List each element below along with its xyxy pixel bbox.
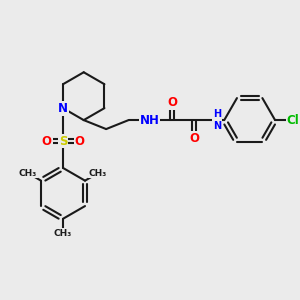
Text: CH₃: CH₃	[89, 169, 107, 178]
Text: N: N	[58, 102, 68, 115]
Text: O: O	[189, 131, 199, 145]
Text: O: O	[74, 134, 84, 148]
Text: Cl: Cl	[286, 114, 299, 127]
Text: O: O	[167, 96, 177, 109]
Text: CH₃: CH₃	[19, 169, 37, 178]
Text: H
N: H N	[213, 109, 221, 131]
Text: O: O	[42, 134, 52, 148]
Text: CH₃: CH₃	[54, 229, 72, 238]
Text: S: S	[59, 134, 67, 148]
Text: NH: NH	[140, 114, 159, 127]
